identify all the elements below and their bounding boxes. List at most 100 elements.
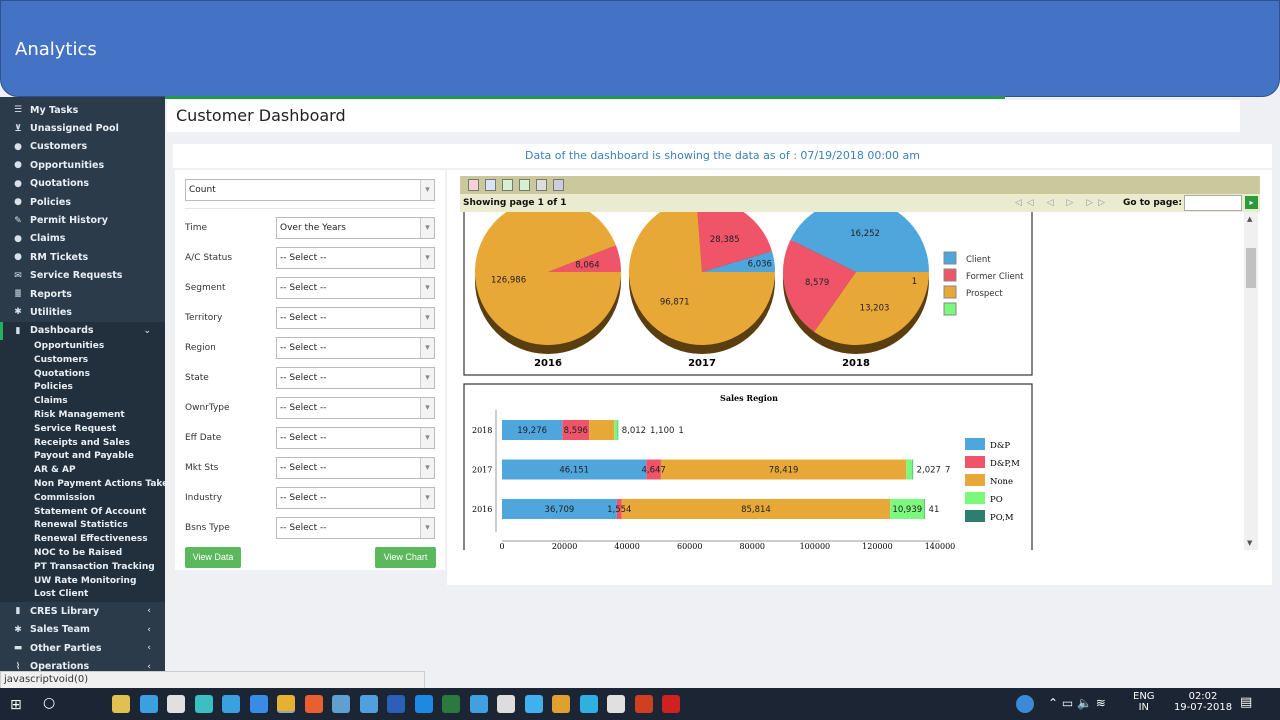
help-icon[interactable]: [1016, 695, 1034, 713]
sidebar-item-my-tasks[interactable]: ☰ My Tasks: [13, 104, 79, 116]
sidebar-item-permit-history[interactable]: ✎ Permit History: [0, 211, 165, 229]
sidebar-subitem[interactable]: UW Rate Monitoring: [0, 574, 165, 589]
filter-select[interactable]: -- Select --: [276, 457, 435, 479]
search-icon[interactable]: ○: [43, 695, 56, 711]
sidebar-item-reports[interactable]: ≣ Reports: [0, 285, 165, 303]
bar-data-label: 1,100: [650, 426, 674, 436]
clock[interactable]: 02:02 19-07-2018: [1173, 691, 1233, 713]
filter-select[interactable]: -- Select --: [276, 307, 435, 329]
taskbar-app-icon[interactable]: [662, 695, 680, 713]
taskbar-app-icon[interactable]: [607, 695, 625, 713]
taskbar-app-icon[interactable]: [112, 695, 130, 713]
taskbar-app-icon[interactable]: [497, 695, 515, 713]
settings-icon[interactable]: [553, 179, 564, 191]
report-content: 78,064126,98620166,03628,38596,871201716…: [460, 212, 1244, 550]
sidebar-item-utilities[interactable]: ✱ Utilities: [0, 303, 165, 321]
sidebar-subitem[interactable]: Opportunities: [0, 340, 165, 354]
taskbar-app-icon[interactable]: [249, 695, 268, 713]
sidebar-subitem[interactable]: Renewal Statistics: [0, 519, 165, 534]
go-button[interactable]: ▸: [1245, 196, 1258, 209]
filter-label: Time: [185, 223, 208, 233]
sidebar-subitem[interactable]: Claims: [0, 395, 165, 410]
filter-select[interactable]: -- Select --: [276, 247, 435, 269]
filter-select[interactable]: -- Select --: [276, 487, 435, 509]
sidebar-item-unassigned-pool[interactable]: ⊻ Unassigned Pool: [0, 119, 165, 137]
sidebar-item-cres-library[interactable]: ▮ CRES Library ‹: [0, 602, 165, 620]
sidebar-item-service-requests[interactable]: ✉ Service Requests: [0, 267, 165, 285]
sidebar-subitem[interactable]: Renewal Effectiveness: [0, 533, 165, 548]
taskbar-app-icon[interactable]: [167, 695, 185, 713]
sidebar-item-policies[interactable]: ● Policies: [0, 193, 165, 211]
sidebar-item-sales-team[interactable]: ✱ Sales Team ‹: [0, 621, 165, 639]
taskbar-app-icon[interactable]: [524, 695, 543, 713]
x-tick-label: 100000: [800, 542, 831, 550]
sidebar-item-claims[interactable]: ● Claims: [0, 230, 165, 248]
taskbar-app-icon[interactable]: [139, 695, 158, 713]
language-indicator[interactable]: ENG IN: [1133, 691, 1155, 713]
sidebar-item-quotations[interactable]: ● Quotations: [0, 175, 165, 193]
taskbar-app-icon[interactable]: [222, 695, 240, 713]
windows-start-icon[interactable]: ⊞: [10, 697, 22, 713]
pie-data-label: 8,579: [805, 278, 829, 288]
print-icon[interactable]: [536, 179, 547, 191]
view-data-button[interactable]: View Data: [185, 547, 241, 568]
taskbar-app-icon[interactable]: [387, 695, 405, 713]
tray-icons[interactable]: ⌃ ▭ 🔈 ≋: [1048, 696, 1106, 710]
user-icon: ●: [14, 197, 22, 208]
export-pdf-icon[interactable]: [468, 179, 479, 191]
filter-select[interactable]: -- Select --: [276, 397, 435, 419]
sidebar-subitem[interactable]: Service Request: [0, 422, 165, 437]
sidebar-item-opportunities[interactable]: ● Opportunities: [0, 156, 165, 174]
filter-select[interactable]: Over the Years: [276, 217, 435, 239]
bar-chart-title: Sales Region: [720, 393, 778, 403]
sidebar-item-customers[interactable]: ● Customers: [0, 138, 165, 156]
sidebar-item-dashboards[interactable]: ▮ Dashboards ⌄: [0, 321, 165, 341]
filter-select[interactable]: -- Select --: [276, 367, 435, 389]
taskbar-app-icon[interactable]: [552, 695, 570, 713]
filter-select[interactable]: -- Select --: [276, 517, 435, 539]
sidebar-subitem[interactable]: Lost Client: [0, 588, 165, 603]
taskbar-app-icon[interactable]: [277, 695, 295, 713]
export-data-icon[interactable]: [519, 179, 530, 191]
goto-page-input[interactable]: [1184, 195, 1242, 211]
sidebar-item-operations[interactable]: ⌇ Operations ‹: [0, 657, 165, 671]
taskbar-app-icon[interactable]: [304, 695, 323, 713]
bar-data-label: 1: [678, 426, 683, 436]
filter-select[interactable]: -- Select --: [276, 277, 435, 299]
sidebar-subitem[interactable]: Non Payment Actions Taken: [0, 478, 165, 492]
taskbar-app-icon[interactable]: [332, 695, 350, 713]
measure-select[interactable]: Count: [185, 179, 435, 201]
sidebar-subitem[interactable]: NOC to be Raised: [0, 547, 165, 561]
sidebar-subitem[interactable]: Payout and Payable: [0, 450, 165, 465]
page-nav-icons[interactable]: ◁◁ ◁ ▷ ▷▷: [1014, 198, 1110, 208]
taskbar-app-icon[interactable]: [442, 695, 460, 713]
report-scrollbar[interactable]: ▲ ▼: [1244, 212, 1258, 550]
filter-select[interactable]: -- Select --: [276, 337, 435, 359]
sidebar-subitem[interactable]: Policies: [0, 381, 165, 396]
taskbar-app-icon[interactable]: [194, 695, 213, 713]
sidebar-item-rm-tickets[interactable]: ● RM Tickets: [0, 248, 165, 266]
taskbar-app-icon[interactable]: [359, 695, 378, 713]
paging-text: Showing page 1 of 1: [463, 198, 567, 208]
taskbar-app-icon[interactable]: [414, 695, 433, 713]
taskbar-app-icon[interactable]: [469, 695, 488, 713]
x-tick-label: 0: [499, 542, 504, 550]
sidebar-item-other-parties[interactable]: ▬ Other Parties ‹: [13, 642, 151, 654]
taskbar-app-icon[interactable]: [579, 695, 598, 713]
paperclip-icon: ⌇: [15, 661, 21, 671]
sidebar-subitem[interactable]: Risk Management: [0, 409, 165, 423]
sidebar-subitem[interactable]: PT Transaction Tracking: [0, 560, 165, 575]
sidebar-subitem[interactable]: Receipts and Sales: [0, 436, 165, 451]
notifications-icon[interactable]: ▤: [1240, 695, 1253, 710]
sidebar-subitem[interactable]: AR & AP: [0, 464, 165, 479]
sidebar-subitem[interactable]: Customers: [0, 353, 165, 368]
sidebar-subitem[interactable]: Quotations: [0, 367, 165, 382]
bar-chart-icon: ▮: [15, 606, 21, 617]
sidebar-subitem[interactable]: Statement Of Account: [0, 505, 165, 520]
filter-select[interactable]: -- Select --: [276, 427, 435, 449]
export-doc-icon[interactable]: [485, 179, 496, 191]
sidebar-subitem[interactable]: Commission: [0, 491, 165, 506]
view-chart-button[interactable]: View Chart: [375, 547, 436, 568]
taskbar-app-icon[interactable]: [634, 695, 653, 713]
export-excel-icon[interactable]: [502, 179, 513, 191]
